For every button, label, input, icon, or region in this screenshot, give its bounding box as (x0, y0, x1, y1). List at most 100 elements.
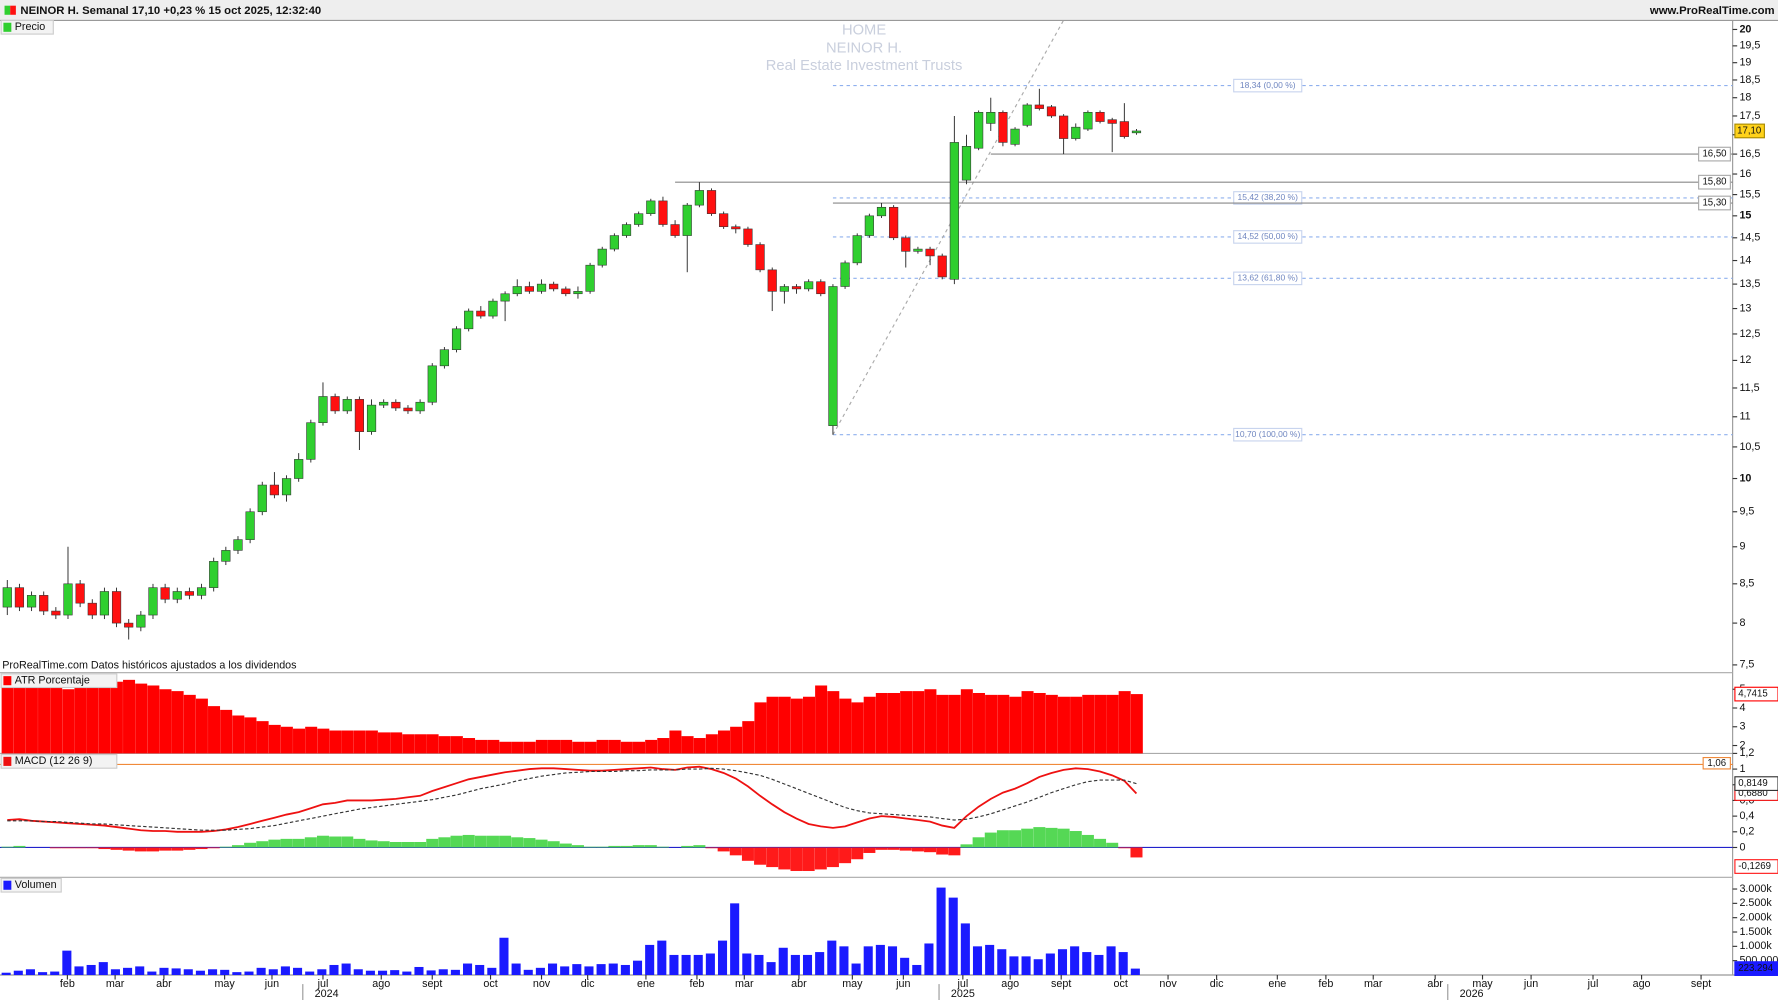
histogram-bar (559, 843, 572, 848)
bar (317, 728, 330, 754)
bar (900, 957, 910, 975)
candle-body (439, 349, 449, 367)
candle-body (828, 286, 838, 426)
bar (365, 970, 375, 975)
candle-body (524, 286, 534, 292)
bar (232, 972, 242, 975)
candle-body (294, 459, 304, 479)
bar (414, 966, 424, 975)
y-tick-label: 18 (1739, 92, 1751, 104)
bar (1033, 692, 1046, 754)
candle-body (670, 224, 680, 236)
histogram-bar (717, 847, 730, 852)
level-tag (1698, 174, 1731, 190)
macd-line (7, 765, 1138, 833)
histogram-bar (207, 847, 220, 849)
bar (256, 967, 266, 975)
bar (1045, 953, 1055, 975)
bar (912, 964, 922, 975)
bar (802, 696, 815, 754)
candle-body (464, 310, 474, 330)
y-tick-label: 12 (1739, 354, 1751, 366)
candle-body (379, 401, 389, 406)
bar (98, 683, 111, 754)
candle-body (221, 550, 231, 562)
legend-swatch (3, 22, 12, 32)
histogram-bar (547, 841, 560, 848)
fib-label: 15,42 (38,20 %) (1238, 192, 1299, 202)
histogram-bar (511, 837, 524, 848)
bar (341, 963, 351, 975)
histogram-bar (74, 847, 87, 849)
x-tick-label: sept (422, 978, 442, 990)
candle-body (743, 228, 753, 245)
bar (924, 689, 937, 754)
candle-body (51, 610, 61, 616)
value-tag (1734, 961, 1778, 976)
x-tick-label: oct (483, 978, 497, 990)
x-tick-label: abr (791, 978, 807, 990)
bar (463, 738, 476, 754)
bar (754, 702, 767, 754)
bar (657, 940, 667, 975)
candle-body (451, 328, 462, 350)
bar (985, 944, 995, 975)
candle-body (403, 407, 413, 412)
histogram-bar (1081, 834, 1094, 848)
data-note: ProRealTime.com Datos históricos ajustad… (2, 660, 296, 672)
bar (378, 732, 391, 754)
x-tick-label: mar (106, 978, 125, 990)
bar (535, 739, 548, 754)
legend-label: MACD (12 26 9) (15, 755, 93, 767)
candle-body (876, 206, 887, 217)
bar (463, 963, 473, 975)
y-tick-label: 2 (1739, 739, 1745, 751)
bar (62, 950, 72, 975)
bar (887, 946, 898, 975)
bar (135, 683, 148, 754)
bar (1118, 691, 1131, 754)
candle-body (986, 111, 996, 124)
histogram-bar (729, 847, 742, 856)
x-tick-label: jun (1523, 978, 1538, 990)
bar (839, 698, 852, 754)
bar (135, 966, 145, 975)
bar (414, 734, 427, 754)
bar (560, 966, 570, 975)
histogram-bar (1033, 827, 1046, 848)
histogram-bar (826, 847, 839, 868)
value-tag-label: 223.294 (1738, 963, 1773, 974)
candle-body (573, 291, 583, 295)
bar (475, 964, 485, 975)
y-tick-label: 8 (1739, 617, 1745, 629)
bar (244, 971, 254, 975)
bar (632, 960, 643, 975)
histogram-bar (414, 841, 427, 848)
bar (742, 721, 755, 754)
bar (123, 679, 136, 754)
bar (997, 694, 1010, 754)
histogram-bar (122, 847, 135, 851)
bar (13, 970, 23, 975)
bar (268, 969, 278, 975)
candle-body (925, 248, 935, 257)
bar (159, 689, 172, 754)
candle-body (1095, 111, 1105, 122)
candle-body (87, 602, 97, 616)
candle-body (1046, 106, 1057, 117)
x-tick-label: jul (317, 978, 329, 990)
x-tick-label: mar (735, 978, 754, 990)
x-tick-label: ago (372, 978, 390, 990)
histogram-bar (171, 847, 184, 851)
y-tick-label: 16,5 (1739, 148, 1760, 160)
bar (86, 964, 96, 975)
x-tick-label: abr (1427, 978, 1443, 990)
bar (948, 897, 958, 975)
histogram-bar (377, 841, 390, 848)
legend-box (0, 753, 118, 769)
bar (717, 730, 731, 754)
histogram-bar (1069, 831, 1082, 848)
candle-body (2, 587, 12, 608)
bar (208, 706, 221, 754)
bar (985, 694, 998, 754)
